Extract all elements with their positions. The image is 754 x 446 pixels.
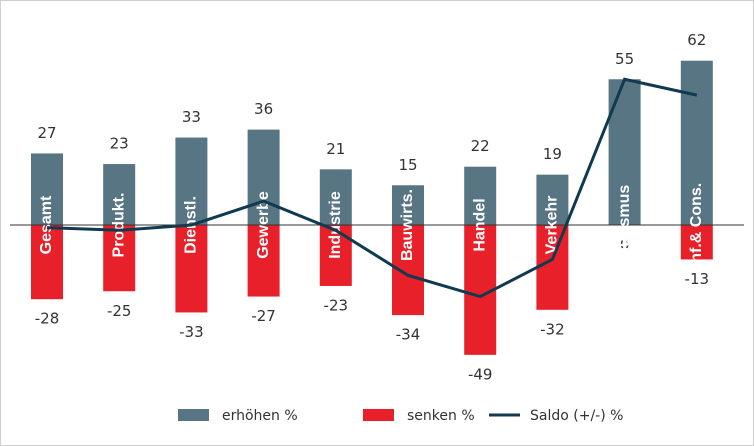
value-label: 22 xyxy=(471,137,490,155)
bar xyxy=(103,164,136,225)
bar xyxy=(680,60,713,226)
bar xyxy=(31,225,63,300)
value-label: -23 xyxy=(324,296,349,314)
bar xyxy=(319,225,352,286)
value-label: 33 xyxy=(182,108,201,126)
saldo-line xyxy=(46,77,698,299)
value-label: -28 xyxy=(35,310,60,328)
value-label: 15 xyxy=(398,156,417,174)
bar xyxy=(680,225,713,260)
value-label: -33 xyxy=(179,323,204,341)
value-label: 62 xyxy=(687,31,706,49)
bar xyxy=(392,185,424,225)
category-label: Handel xyxy=(471,198,488,251)
category-label: Gewerbe xyxy=(255,191,272,259)
bar xyxy=(247,225,280,297)
bar xyxy=(103,225,136,292)
bar xyxy=(464,166,497,225)
value-label: -27 xyxy=(251,307,276,325)
legend-label: senken % xyxy=(407,408,475,424)
bar xyxy=(536,174,569,225)
value-label: 21 xyxy=(326,140,345,158)
value-label: 0 xyxy=(620,236,630,254)
category-label: Verkehr xyxy=(544,196,561,255)
value-label: 36 xyxy=(254,100,273,118)
value-label: -32 xyxy=(540,320,565,338)
legend-label: Saldo (+/-) % xyxy=(530,408,623,424)
legend-swatch xyxy=(178,409,209,421)
category-label: Gesamt xyxy=(38,195,55,254)
category-label: Industrie xyxy=(327,191,344,259)
bar xyxy=(536,225,569,310)
value-label: -34 xyxy=(396,326,421,344)
value-label: 19 xyxy=(543,145,562,163)
bar xyxy=(175,225,208,313)
value-label: 55 xyxy=(615,50,634,68)
value-label: -25 xyxy=(107,302,132,320)
value-label: 27 xyxy=(37,124,56,142)
value-label: -49 xyxy=(468,365,493,383)
category-label: Inf.& Cons. xyxy=(688,183,705,267)
category-label: Tourismus xyxy=(616,185,633,266)
category-label: Bauwirts. xyxy=(399,189,416,261)
value-label: 23 xyxy=(110,135,129,153)
bar xyxy=(31,153,63,225)
legend-swatch xyxy=(363,409,394,421)
bar xyxy=(247,129,280,225)
bar xyxy=(175,137,208,225)
bar xyxy=(319,169,352,225)
value-label: -13 xyxy=(685,270,710,288)
legend-label: erhöhen % xyxy=(222,408,298,424)
category-label: Produkt. xyxy=(110,193,127,258)
